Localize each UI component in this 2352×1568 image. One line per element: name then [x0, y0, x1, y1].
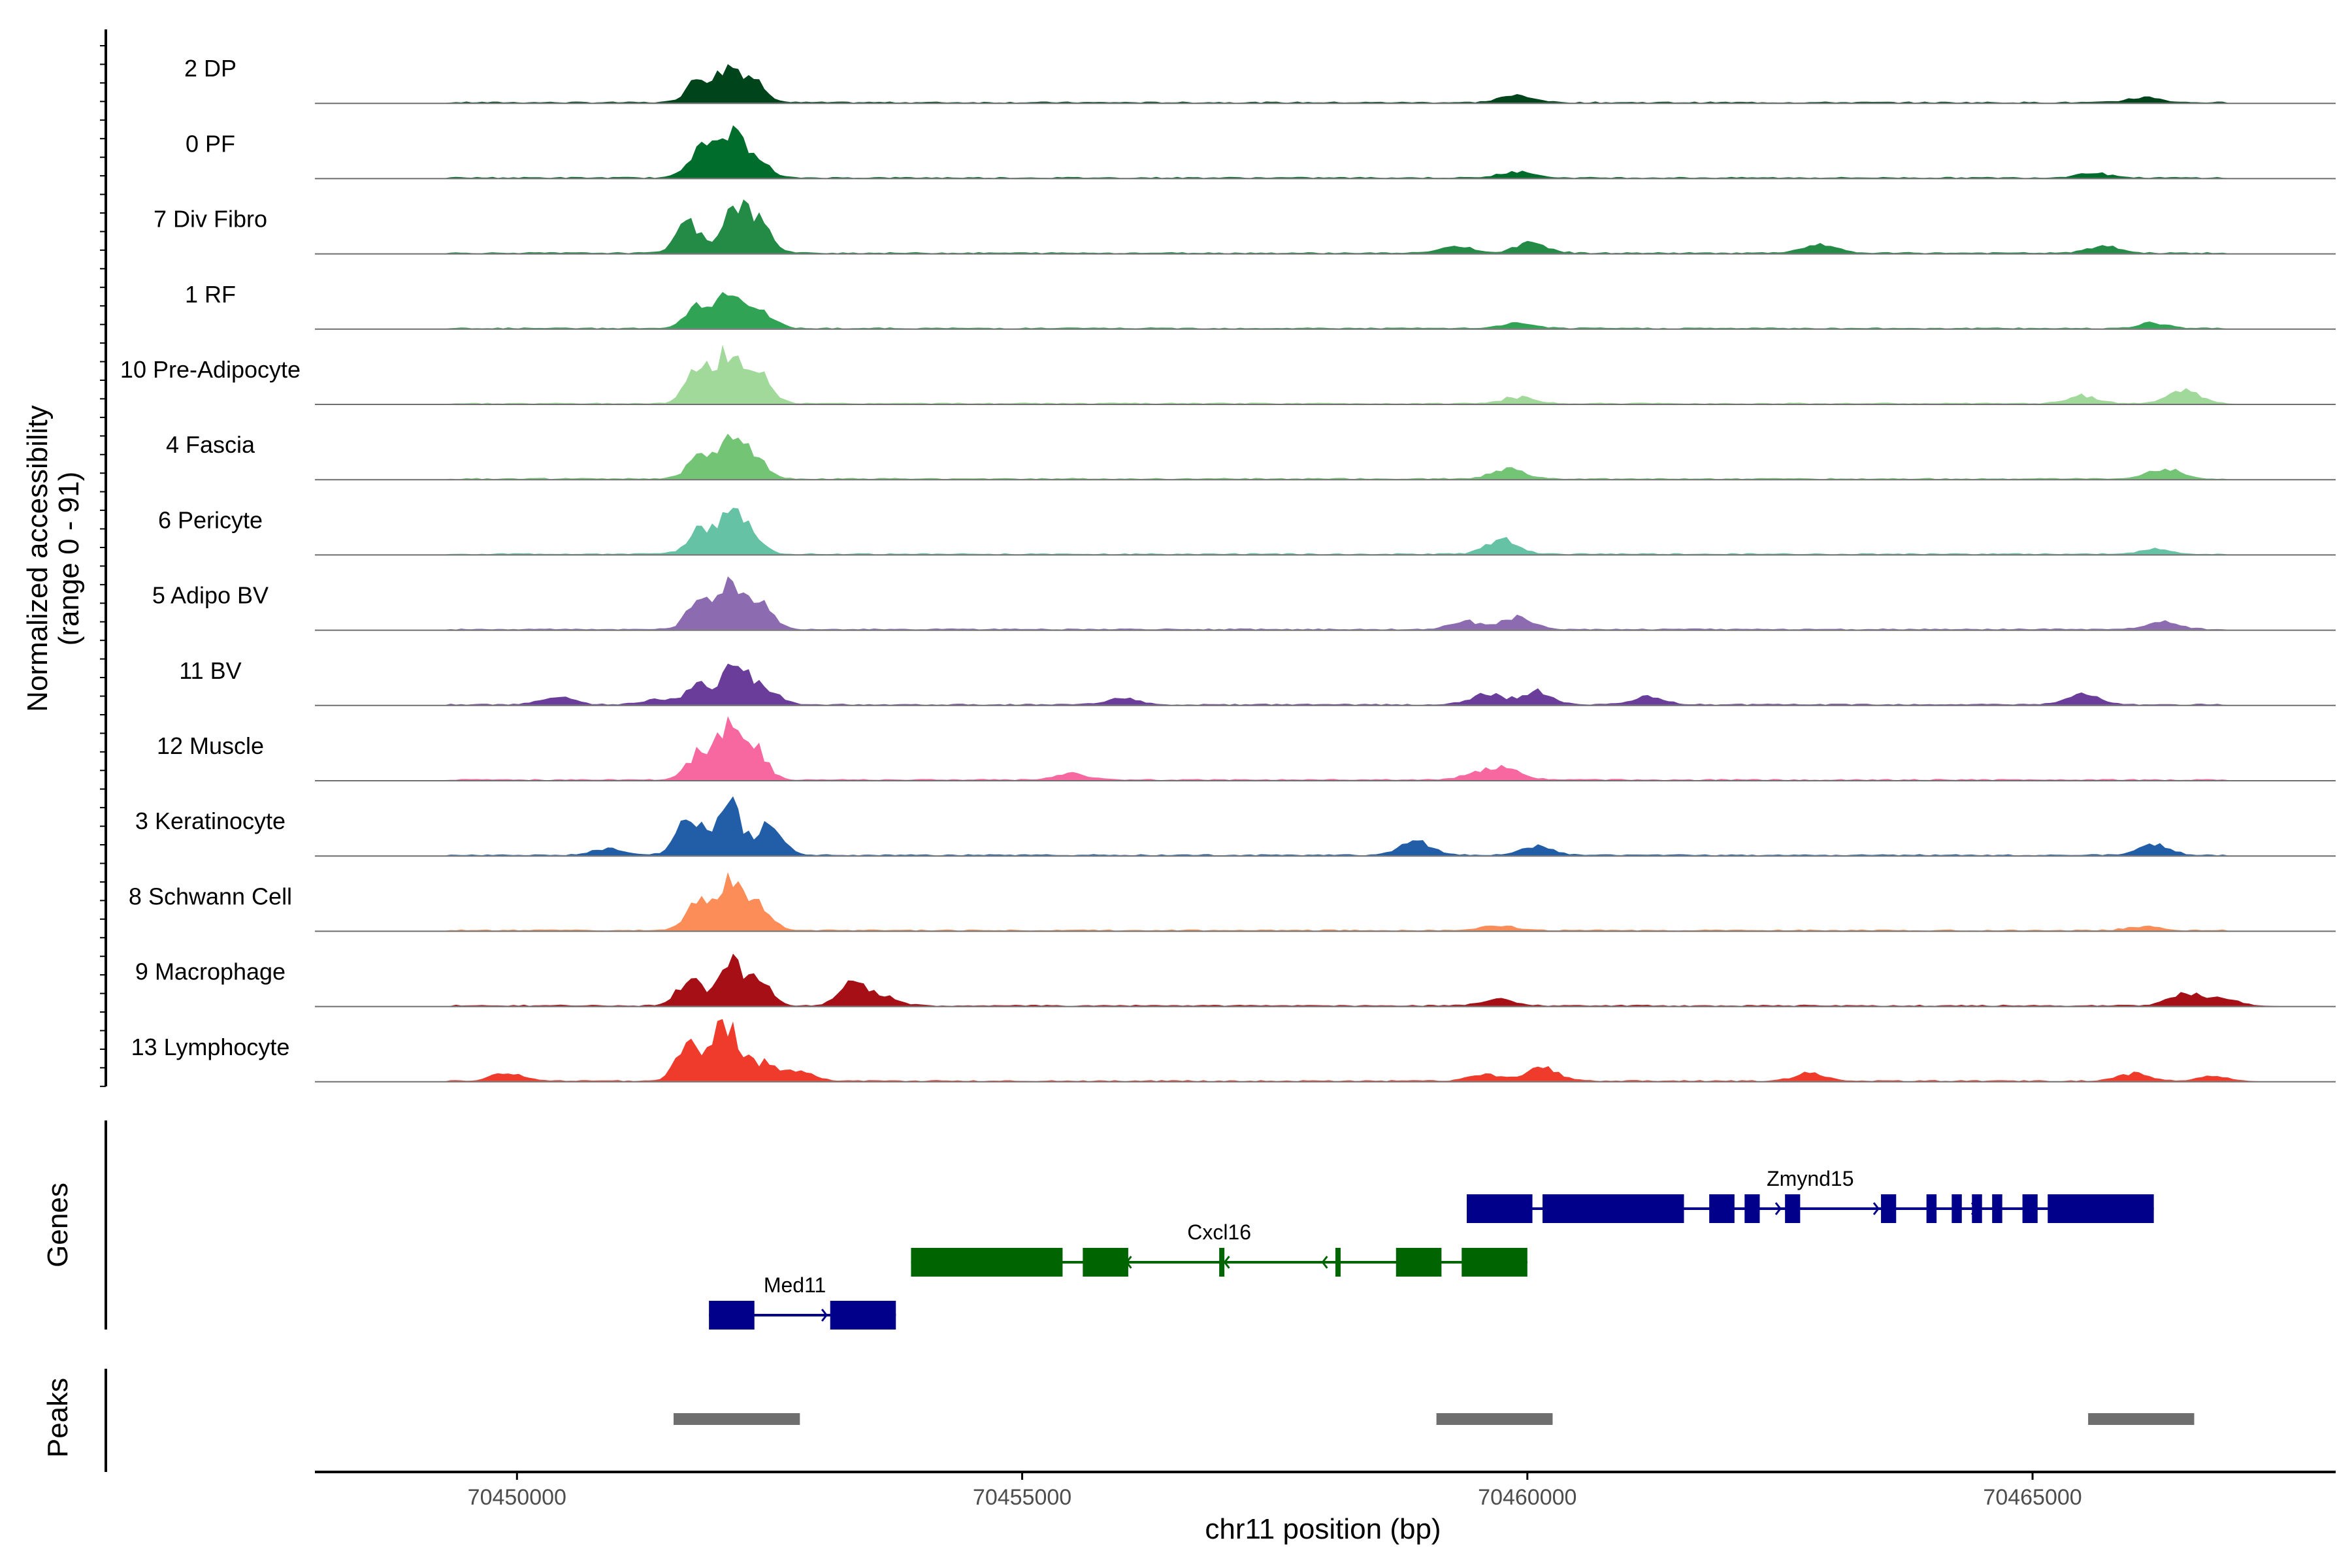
- track-4-fascia: 4 Fascia: [166, 431, 2336, 481]
- track-0-pf: 0 PF: [186, 125, 2336, 180]
- gene-exon: [1992, 1194, 2002, 1223]
- gene-exon: [2048, 1194, 2154, 1223]
- track-2-dp: 2 DP: [184, 55, 2336, 105]
- track-signal: [315, 344, 2330, 404]
- gene-label: Zmynd15: [1767, 1167, 1854, 1190]
- gene-exon: [2022, 1194, 2038, 1223]
- x-tick-label: 70465000: [1983, 1485, 2082, 1510]
- gene-exon: [1972, 1194, 1982, 1223]
- gene-label: Med11: [764, 1273, 826, 1297]
- track-11-bv: 11 BV: [179, 657, 2336, 706]
- track-signal: [315, 953, 2330, 1006]
- gene-exon: [1396, 1248, 1442, 1277]
- x-tick-label: 70460000: [1478, 1485, 1576, 1510]
- track-label: 6 Pericyte: [158, 506, 263, 533]
- track-label: 12 Muscle: [157, 732, 264, 759]
- x-axis-title: chr11 position (bp): [1205, 1513, 1441, 1545]
- track-signal: [315, 796, 2330, 856]
- track-signal: [315, 433, 2330, 480]
- strand-arrow: [1872, 1202, 1880, 1215]
- track-8-schwann-cell: 8 Schwann Cell: [129, 872, 2336, 932]
- track-label: 0 PF: [186, 130, 235, 157]
- track-signal: [315, 64, 2330, 103]
- track-signal: [315, 872, 2330, 931]
- track-signal: [315, 291, 2330, 329]
- track-label: 9 Macrophage: [135, 958, 286, 985]
- gene-exon: [830, 1301, 896, 1330]
- gene-exon: [911, 1248, 1063, 1277]
- peak-region: [2088, 1413, 2195, 1425]
- track-signal: [315, 576, 2330, 630]
- gene-exon: [709, 1301, 755, 1330]
- strand-arrow: [1223, 1256, 1230, 1269]
- track-label: 1 RF: [185, 281, 236, 308]
- gene-exon: [1709, 1194, 1735, 1223]
- track-label: 10 Pre-Adipocyte: [120, 356, 301, 383]
- track-label: 4 Fascia: [166, 431, 255, 458]
- peak-region: [1436, 1413, 1553, 1425]
- genes-panel-title: Genes: [42, 1183, 74, 1267]
- x-axis: 70450000 70455000 70460000 70465000: [315, 1471, 2336, 1510]
- track-label: 7 Div Fibro: [154, 206, 267, 233]
- track-1-rf: 1 RF: [185, 281, 2336, 330]
- gene-exon: [1462, 1248, 1527, 1277]
- track-7-div-fibro: 7 Div Fibro: [154, 199, 2336, 255]
- strand-arrow: [821, 1309, 828, 1322]
- genes-panel: Med11 Cxcl16 Zmynd15: [105, 1120, 2154, 1330]
- y-axis-range-label: (range 0 - 91): [53, 472, 85, 646]
- track-13-lymphocyte: 13 Lymphocyte: [131, 1019, 2336, 1083]
- track-10-pre-adipocyte: 10 Pre-Adipocyte: [120, 344, 2336, 405]
- gene-exon: [1952, 1194, 1962, 1223]
- strand-arrow: [1774, 1202, 1782, 1215]
- track-signal: [315, 508, 2330, 555]
- track-label: 8 Schwann Cell: [129, 883, 292, 909]
- track-label: 13 Lymphocyte: [131, 1034, 290, 1060]
- track-label: 11 BV: [179, 657, 241, 684]
- track-label: 2 DP: [184, 55, 237, 82]
- x-tick-label: 70450000: [468, 1485, 566, 1510]
- track-6-pericyte: 6 Pericyte: [158, 506, 2336, 556]
- coverage-y-axis: [100, 29, 107, 1087]
- y-axis-title: Normalized accessibility: [22, 405, 54, 711]
- strand-arrow: [1321, 1256, 1328, 1269]
- gene-zmynd15: Zmynd15: [1467, 1167, 2154, 1223]
- coverage-tracks: 2 DP 0 PF 7 Div Fibro 1 RF 10 Pre-Adipocyte 4…: [120, 55, 2336, 1083]
- track-signal: [315, 125, 2330, 178]
- gene-exon: [1881, 1194, 1897, 1223]
- gene-label: Cxcl16: [1187, 1220, 1251, 1244]
- track-5-adipo-bv: 5 Adipo BV: [152, 576, 2336, 631]
- gene-exon: [1542, 1194, 1684, 1223]
- peaks-panel: [105, 1369, 2195, 1472]
- gene-exon: [1926, 1194, 1937, 1223]
- track-signal: [315, 716, 2330, 780]
- gene-exon: [1744, 1194, 1760, 1223]
- gene-exon: [1335, 1248, 1341, 1277]
- track-label: 5 Adipo BV: [152, 582, 269, 609]
- gene-exon: [1219, 1248, 1225, 1277]
- gene-exon: [1785, 1194, 1801, 1223]
- peaks-panel-title: Peaks: [42, 1378, 74, 1458]
- track-signal: [315, 1019, 2330, 1081]
- x-tick-label: 70455000: [973, 1485, 1071, 1510]
- peak-region: [674, 1413, 800, 1425]
- track-12-muscle: 12 Muscle: [157, 716, 2336, 781]
- gene-med11: Med11: [709, 1273, 896, 1330]
- gene-exon: [1083, 1248, 1128, 1277]
- gene-cxcl16: Cxcl16: [911, 1220, 1527, 1277]
- track-label: 3 Keratinocyte: [135, 808, 286, 834]
- track-3-keratinocyte: 3 Keratinocyte: [135, 796, 2336, 857]
- track-9-macrophage: 9 Macrophage: [135, 953, 2336, 1007]
- gene-exon: [1467, 1194, 1533, 1223]
